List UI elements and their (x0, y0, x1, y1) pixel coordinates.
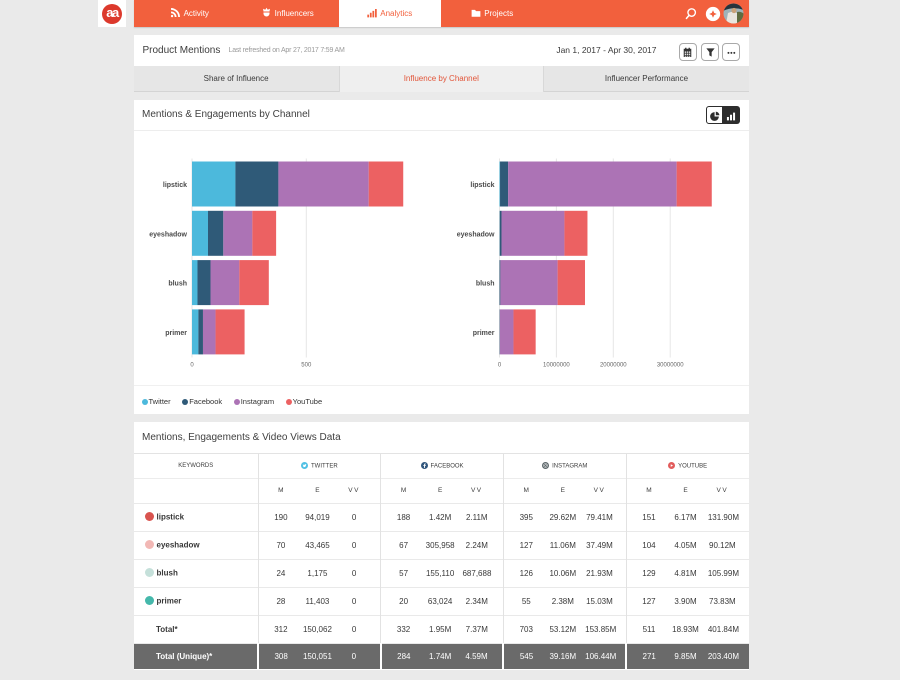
svg-text:eyeshadow: eyeshadow (149, 231, 187, 238)
svg-text:eyeshadow: eyeshadow (456, 231, 494, 238)
svg-text:blush: blush (168, 280, 187, 287)
svg-text:primer: primer (165, 329, 187, 336)
svg-text:500: 500 (301, 362, 312, 368)
svg-text:30000000: 30000000 (656, 362, 683, 368)
svg-text:blush: blush (475, 280, 494, 287)
svg-text:10000000: 10000000 (543, 362, 570, 368)
svg-text:lipstick: lipstick (162, 182, 186, 189)
svg-text:0: 0 (497, 362, 501, 368)
svg-text:0: 0 (190, 362, 194, 368)
svg-text:lipstick: lipstick (470, 182, 494, 189)
svg-text:20000000: 20000000 (599, 362, 626, 368)
svg-text:primer: primer (472, 329, 494, 336)
